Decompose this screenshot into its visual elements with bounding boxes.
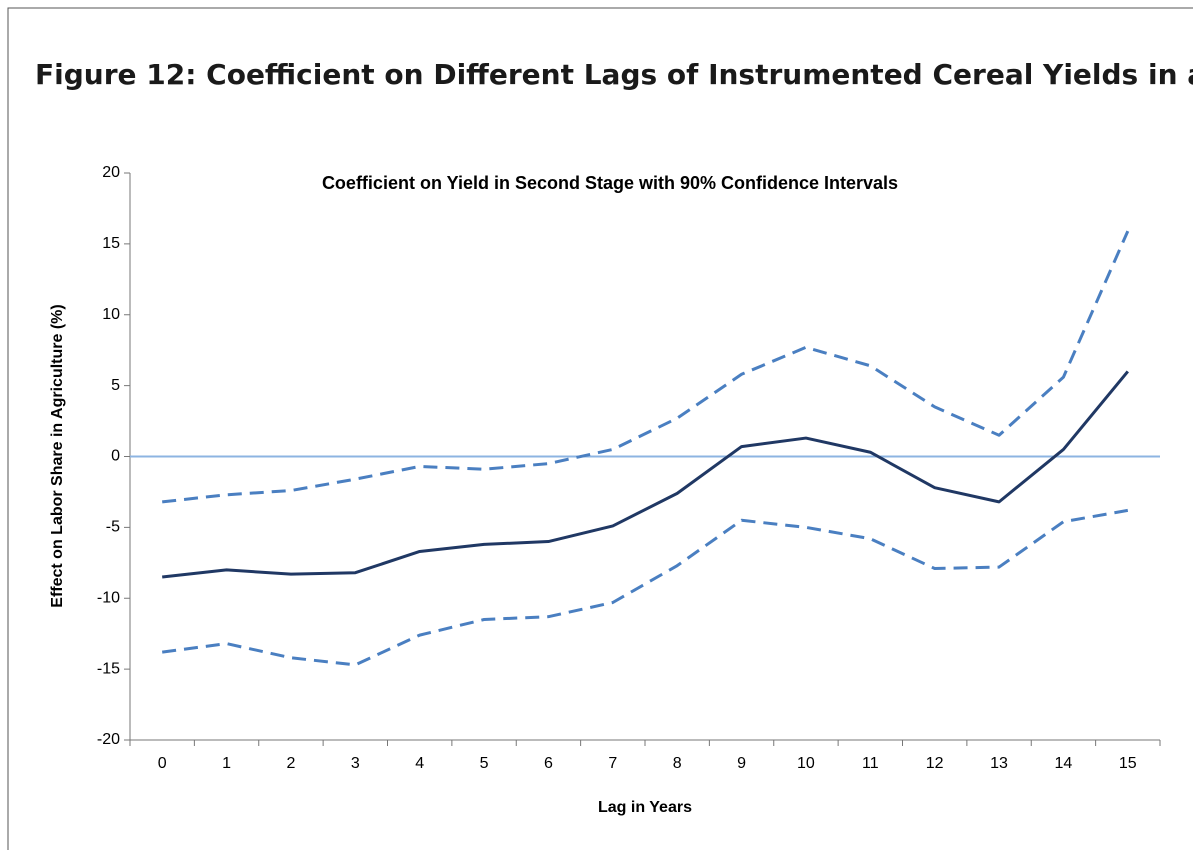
- y-axis-label: Effect on Labor Share in Agriculture (%): [49, 304, 66, 607]
- x-tick-label: 10: [797, 755, 815, 772]
- x-axis-label: Lag in Years: [598, 799, 692, 816]
- series-line: [161, 508, 1129, 667]
- y-tick-label: -20: [97, 731, 120, 748]
- x-tick-label: 9: [737, 755, 746, 772]
- y-tick-label: 0: [111, 448, 120, 465]
- y-tick-label: 20: [102, 164, 120, 181]
- x-tick-label: 6: [544, 755, 553, 772]
- x-tick-label: 12: [926, 755, 944, 772]
- x-tick-label: 15: [1119, 755, 1137, 772]
- chart-subtitle: Coefficient on Yield in Second Stage wit…: [322, 173, 898, 193]
- y-tick-label: 15: [102, 235, 120, 252]
- frame: [7, 7, 1193, 850]
- x-tick-label: 1: [222, 755, 231, 772]
- x-tick-label: 0: [158, 755, 167, 772]
- chart-title: Figure 12: Coefficient on Different Lags…: [35, 58, 1193, 91]
- series-line: [162, 230, 1130, 504]
- y-tick-label: -10: [97, 589, 120, 606]
- x-tick-label: 13: [990, 755, 1008, 772]
- x-tick-label: 7: [608, 755, 617, 772]
- x-tick-label: 8: [673, 755, 682, 772]
- y-tick-label: 5: [111, 377, 120, 394]
- x-tick-label: 3: [351, 755, 360, 772]
- y-tick-label: 10: [102, 306, 120, 323]
- x-tick-label: 2: [286, 755, 295, 772]
- series-line: [162, 370, 1129, 579]
- y-tick-label: -5: [106, 519, 120, 536]
- x-tick-label: 5: [480, 755, 489, 772]
- x-tick-label: 14: [1055, 755, 1073, 772]
- x-tick-label: 4: [415, 755, 424, 772]
- y-tick-label: -15: [97, 660, 120, 677]
- x-tick-label: 11: [862, 755, 879, 772]
